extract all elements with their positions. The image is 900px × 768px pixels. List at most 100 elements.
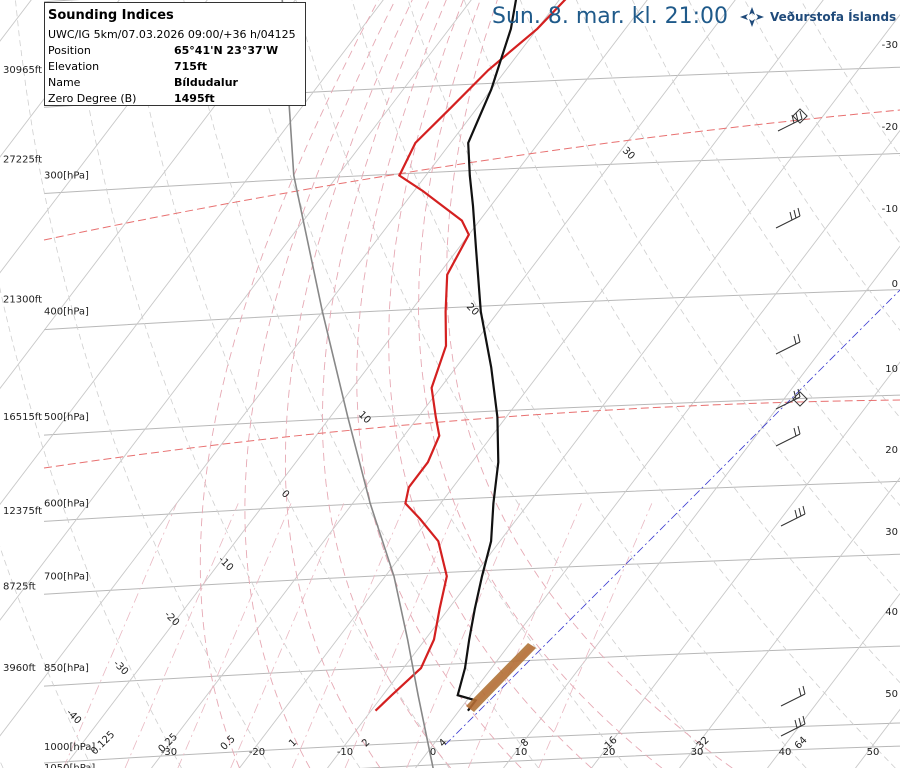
- right-temperature-label: 40: [885, 607, 898, 618]
- barb-flag: [794, 509, 798, 519]
- height-tick-label: 30965ft: [3, 65, 42, 76]
- temperature-tick-label: 10: [515, 747, 528, 758]
- calm-marker: [792, 108, 808, 124]
- mixing-ratio-line: [406, 503, 521, 768]
- mixing-ratio-line: [177, 503, 292, 768]
- barb-flag: [797, 333, 801, 343]
- isotherm-label: 20: [464, 301, 481, 318]
- isotherm-line: [327, 13, 900, 768]
- temperature-tick-label: 20: [603, 747, 616, 758]
- brand-name: Veðurstofa Íslands: [770, 10, 897, 24]
- temperature-tick-label: 30: [691, 747, 704, 758]
- isotherm-line: [415, 129, 900, 768]
- temperature-tick-label: 40: [779, 747, 792, 758]
- isotherm-line: [239, 0, 824, 768]
- wind-barb: [775, 425, 801, 447]
- mixing-ratio-label: 2: [360, 737, 372, 749]
- mixing-ratio-label: 0.5: [219, 734, 238, 753]
- right-temperature-label: 50: [885, 689, 898, 700]
- right-temperature-label: -20: [882, 122, 898, 133]
- barb-flag: [797, 207, 801, 217]
- profile-series: [374, 0, 567, 712]
- dry-adiabat-line: [575, 0, 900, 507]
- isotherm-label: -20: [162, 609, 181, 628]
- isotherm-label: 0: [279, 488, 291, 500]
- right-temperature-label: 20: [885, 445, 898, 456]
- dry-adiabat-line: [688, 0, 900, 331]
- pressure-tick-label: 1000[hPa]: [44, 742, 95, 753]
- isobar-line: [43, 480, 900, 522]
- axis-labels: 63210ft56520ft49450ft41395ft35540ft30965…: [3, 40, 898, 768]
- mixing-ratio-line: [344, 503, 459, 768]
- isotherm-label: 10: [356, 409, 373, 426]
- dry-adiabat-line: [519, 0, 900, 595]
- info-label: Name: [48, 76, 81, 89]
- profile-lines: [281, 0, 567, 768]
- temperature-tick-label: -30: [161, 747, 177, 758]
- barb-flag: [795, 112, 799, 122]
- profile-series: [281, 0, 434, 768]
- dry-adiabat-line: [351, 0, 807, 768]
- mixing-ratio-line: [291, 503, 406, 768]
- pressure-tick-label: 400[hPa]: [44, 307, 89, 318]
- dry-adiabat-line: [463, 0, 900, 684]
- barb-flag: [802, 505, 806, 515]
- info-label: Position: [48, 44, 91, 57]
- isotherm-line: [0, 0, 332, 768]
- isotherm-line: [63, 0, 648, 768]
- barb-flag: [799, 110, 803, 120]
- info-model: UWC/IG 5km/07.03.2026 09:00/+36 h/04125: [48, 28, 296, 41]
- isotherm-line: [855, 708, 900, 768]
- barb-flag: [791, 114, 795, 124]
- dry-adiabat-line: [0, 287, 182, 768]
- wind-barb: [775, 207, 801, 229]
- isotherm-line: [0, 0, 384, 505]
- moist-adiabat-line: [356, 0, 522, 768]
- isobar-line: [43, 553, 900, 595]
- wind-barbs: [775, 108, 808, 737]
- calm-marker-shape: [792, 391, 808, 407]
- height-tick-label: 27225ft: [3, 154, 42, 165]
- pressure-tick-label: 500[hPa]: [44, 412, 89, 423]
- dry-adiabat-line: [127, 0, 450, 768]
- reference-curve: [43, 399, 900, 469]
- height-tick-label: 16515ft: [3, 412, 42, 423]
- dry-adiabat-line: [239, 0, 629, 768]
- pressure-tick-label: 300[hPa]: [44, 171, 89, 182]
- calm-marker: [792, 391, 808, 407]
- barb-flag: [798, 507, 802, 517]
- right-temperature-label: 30: [885, 527, 898, 538]
- info-label: Elevation: [48, 60, 100, 73]
- info-value: Bíldudalur: [174, 76, 238, 89]
- temperature-tick-label: -20: [249, 747, 265, 758]
- barb-flag: [794, 719, 798, 729]
- moist-adiabat-line: [418, 0, 663, 768]
- moist-adiabat-line: [321, 0, 452, 768]
- isotherm-line: [0, 0, 296, 390]
- moist-adiabat-line: [244, 0, 396, 768]
- barb-flag: [793, 335, 797, 345]
- chart-title: Sun. 8. mar. kl. 21:00: [492, 4, 728, 29]
- barb-flag: [793, 209, 797, 219]
- diagonal-reference-line: [444, 289, 900, 746]
- barb-flag: [797, 425, 801, 435]
- isotherm-label: -30: [111, 658, 130, 677]
- barb-flag: [798, 687, 802, 697]
- vedur-logo-icon: [740, 7, 764, 27]
- icing-band: [466, 643, 536, 712]
- calm-marker-shape: [792, 108, 808, 124]
- mixing-ratio-label: 4: [437, 737, 449, 749]
- dry-adiabat-line: [407, 0, 896, 768]
- pressure-tick-label: 1050[hPa]: [44, 763, 95, 768]
- pressure-tick-label: 700[hPa]: [44, 571, 89, 582]
- barb-flag: [802, 715, 806, 725]
- isotherm-line: [767, 592, 900, 768]
- barb-flag: [793, 427, 797, 437]
- isotherm-line: [0, 0, 120, 158]
- temperature-tick-label: 0: [430, 747, 436, 758]
- temperature-tick-label: 50: [867, 747, 880, 758]
- dry-adiabat-line: [0, 760, 4, 768]
